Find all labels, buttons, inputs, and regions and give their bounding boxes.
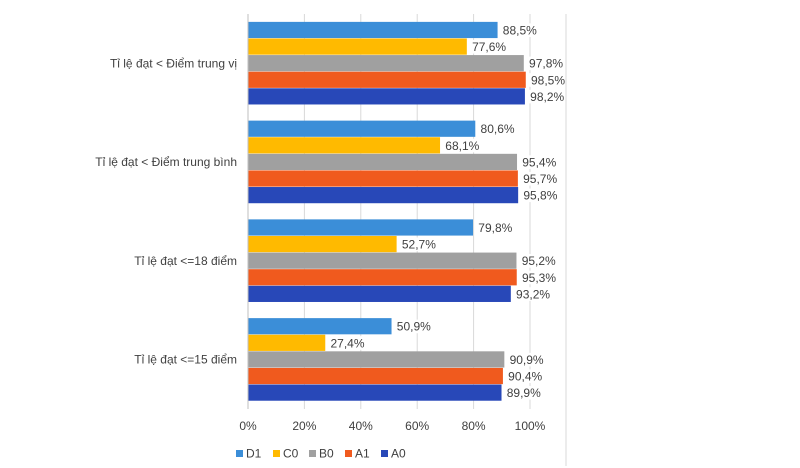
data-label: 93,2% [516, 287, 550, 301]
legend-swatch-d1 [236, 450, 243, 457]
bar-b0 [248, 252, 517, 269]
data-label-box [525, 56, 567, 71]
data-label-box [499, 23, 541, 37]
data-label: 27,4% [331, 336, 365, 350]
x-tick-label: 20% [292, 419, 316, 433]
data-label: 90,9% [510, 353, 544, 367]
bar-d1 [248, 219, 474, 236]
data-label: 90,4% [508, 370, 542, 384]
bar-c0 [248, 137, 441, 154]
x-tick-label: 80% [462, 419, 486, 433]
data-label: 77,6% [472, 40, 506, 54]
data-label-box [520, 188, 561, 203]
data-label-box [519, 155, 560, 169]
bar-a1 [248, 71, 526, 88]
data-label: 95,2% [522, 254, 556, 268]
data-label-box [503, 386, 545, 400]
data-label-box [526, 89, 568, 104]
data-label-box [393, 319, 435, 334]
data-label-box [506, 352, 547, 367]
category-label: Tỉ lệ đạt <=18 điểm [134, 254, 237, 268]
bar-a0 [248, 285, 511, 302]
data-label-box [468, 39, 510, 54]
category-label: Tỉ lệ đạt <=15 điểm [134, 353, 237, 367]
data-label-box [475, 220, 516, 235]
legend-label-c0: C0 [283, 447, 299, 461]
bar-a1 [248, 269, 517, 286]
bar-a1 [248, 170, 518, 187]
bar-a1 [248, 367, 503, 385]
data-label: 95,8% [523, 189, 557, 203]
category-label: Tỉ lệ đạt < Điểm trung bình [95, 155, 237, 169]
data-label: 95,4% [522, 155, 556, 169]
data-label: 50,9% [397, 320, 431, 334]
legend-label-b0: B0 [319, 447, 334, 461]
data-label-box [442, 138, 483, 153]
data-label: 95,3% [522, 271, 556, 285]
bar-a0 [248, 88, 525, 105]
bar-a0 [248, 187, 519, 204]
data-label: 97,8% [529, 57, 563, 71]
bar-b0 [248, 55, 524, 72]
data-label-box [527, 73, 569, 87]
legend-label-a0: A0 [391, 447, 406, 461]
data-label-box [518, 270, 560, 285]
data-label: 88,5% [503, 23, 537, 37]
x-tick-label: 100% [515, 419, 546, 433]
data-label: 79,8% [478, 221, 512, 235]
data-label-box [398, 237, 440, 252]
data-label: 68,1% [445, 139, 479, 153]
x-tick-label: 40% [349, 419, 373, 433]
data-label-box [519, 171, 561, 186]
data-label-box [477, 122, 518, 136]
legend-swatch-b0 [309, 450, 316, 457]
data-label: 52,7% [402, 238, 436, 252]
legend-label-a1: A1 [355, 447, 370, 461]
bar-a0 [248, 384, 502, 401]
legend-label-d1: D1 [246, 447, 262, 461]
bar-d1 [248, 120, 476, 137]
data-label-box [518, 254, 559, 268]
data-label: 95,7% [523, 172, 557, 186]
bar-d1 [248, 318, 392, 335]
bar-c0 [248, 38, 467, 55]
data-label: 89,9% [507, 386, 541, 400]
data-label: 80,6% [481, 122, 515, 136]
legend-swatch-c0 [273, 450, 280, 457]
legend-swatch-a1 [345, 450, 352, 457]
legend-swatch-a0 [381, 450, 388, 457]
bar-c0 [248, 334, 326, 351]
category-label: Tỉ lệ đạt < Điểm trung vị [110, 56, 237, 70]
bar-d1 [248, 21, 498, 39]
bar-b0 [248, 153, 518, 171]
x-tick-label: 60% [405, 419, 429, 433]
x-tick-label: 0% [239, 419, 257, 433]
data-label: 98,5% [531, 73, 565, 87]
bar-c0 [248, 235, 397, 253]
data-label: 98,2% [530, 90, 564, 104]
bar-b0 [248, 351, 505, 368]
data-label-box [512, 287, 554, 301]
data-label-box [504, 369, 546, 384]
data-label-box [327, 336, 368, 350]
